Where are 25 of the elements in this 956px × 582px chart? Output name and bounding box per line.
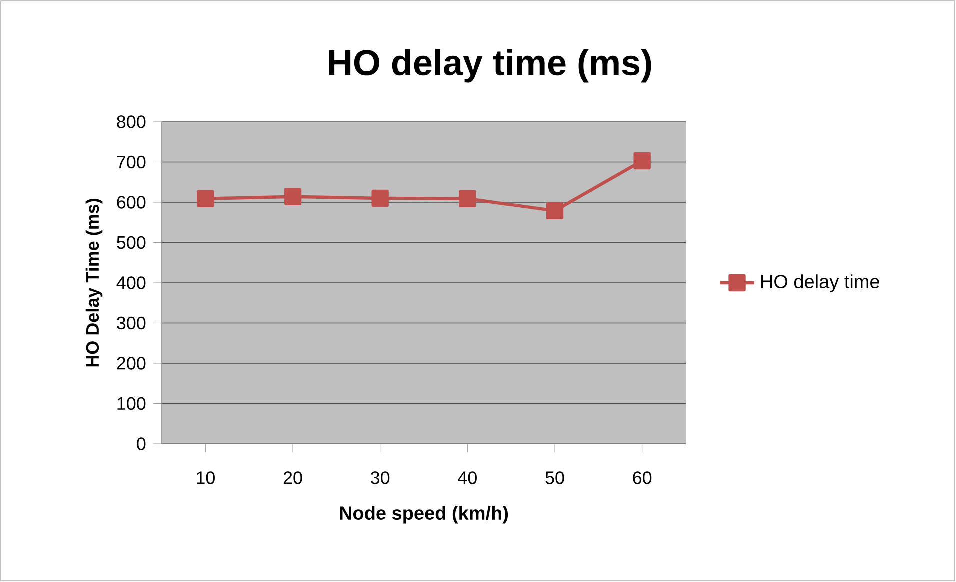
point xyxy=(546,202,564,220)
x-tick-label: 30 xyxy=(371,472,390,484)
point xyxy=(372,190,389,208)
point xyxy=(197,190,214,208)
y-tick-label: 400 xyxy=(116,276,146,290)
point xyxy=(634,152,651,170)
x-tick-label: 40 xyxy=(458,472,477,484)
x-tick-label: 60 xyxy=(633,472,652,484)
x-axis-title: Node speed (km/h) xyxy=(340,506,508,524)
y-tick-label: 800 xyxy=(117,116,146,128)
y-tick-label: 0 xyxy=(137,438,146,450)
y-tick-label: 600 xyxy=(117,196,146,209)
point xyxy=(284,188,302,206)
x-tick-label: 50 xyxy=(546,472,564,484)
chart-title: HO delay time (ms) xyxy=(329,49,652,83)
point xyxy=(459,190,476,208)
y-tick-label: 100 xyxy=(118,397,146,410)
y-tick-label: 500 xyxy=(117,236,146,250)
x-tick-label: 20 xyxy=(284,472,302,484)
y-tick-label: 300 xyxy=(117,316,146,330)
x-tick-label: 10 xyxy=(197,472,215,484)
y-tick-label: 700 xyxy=(117,156,146,169)
y-tick-label: 200 xyxy=(117,357,146,370)
y-axis-title: HO Delay Time (ms) xyxy=(86,199,103,367)
legend-label: HO delay time xyxy=(762,274,880,292)
